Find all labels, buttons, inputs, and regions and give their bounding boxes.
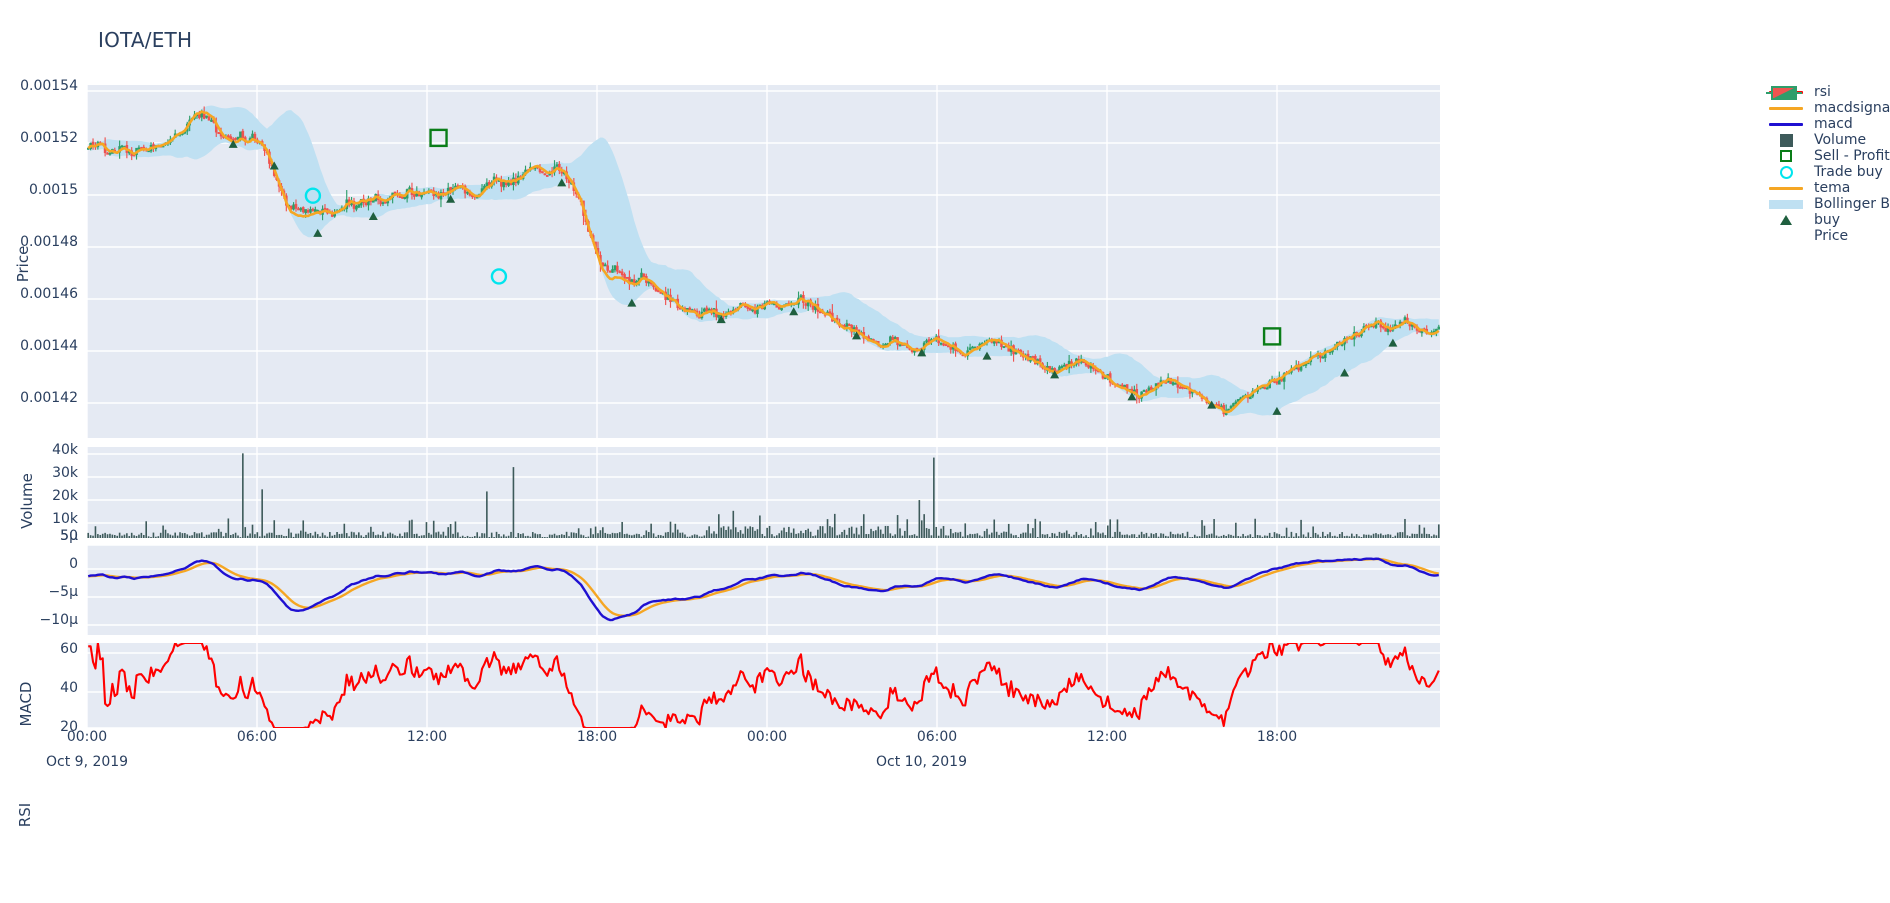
legend-item-price[interactable]: Price <box>1764 86 1890 244</box>
price-tick-5: 0.00144 <box>20 338 78 354</box>
macd-tick-0: 5µ <box>60 528 78 544</box>
legend-label-macd: macd <box>1814 116 1853 132</box>
volume-tick-3: 10k <box>52 511 78 527</box>
x-group-1: Oct 10, 2019 <box>876 754 967 770</box>
macd-tick-2: −5µ <box>48 584 78 600</box>
volume-panel-bg <box>87 447 1440 538</box>
macd-tick-1: 0 <box>69 556 78 572</box>
legend-label-volume: Volume <box>1814 132 1867 148</box>
legend: rsi macdsignal macd Volume Sell - Profit… <box>1764 84 1890 244</box>
legend-item-volume[interactable]: Volume <box>1764 132 1890 148</box>
legend-item-sell-profit[interactable]: Sell - Profit <box>1764 148 1890 164</box>
trade-markers <box>228 128 1398 415</box>
legend-item-macdsignal[interactable]: macdsignal <box>1764 100 1890 116</box>
macd-lines <box>87 557 1439 622</box>
legend-label-sell-profit: Sell - Profit <box>1814 148 1890 164</box>
rsi-tick-0: 60 <box>60 641 78 657</box>
x-tick-6: 12:00 <box>1086 729 1128 745</box>
volume-bars <box>87 453 1440 538</box>
legend-item-buy[interactable]: buy <box>1764 212 1890 228</box>
macd-tick-3: −10µ <box>39 612 78 628</box>
rsi-tick-2: 20 <box>60 719 78 735</box>
legend-label-macdsignal: macdsignal <box>1814 100 1890 116</box>
buy-triangle-icon <box>1764 212 1808 228</box>
x-group-0: Oct 9, 2019 <box>46 754 129 770</box>
volume-tick-1: 30k <box>52 465 78 481</box>
rsi-panel-bg <box>87 643 1440 728</box>
volume-tick-2: 20k <box>52 488 78 504</box>
tema-line-icon <box>1764 180 1808 196</box>
legend-item-macd[interactable]: macd <box>1764 116 1890 132</box>
x-tick-1: 06:00 <box>236 729 278 745</box>
legend-item-trade-buy[interactable]: Trade buy <box>1764 164 1890 180</box>
price-tick-4: 0.00146 <box>20 286 78 302</box>
price-tick-2: 0.0015 <box>29 182 78 198</box>
x-tick-3: 18:00 <box>576 729 618 745</box>
legend-label-bollinger-band: Bollinger Band <box>1814 196 1890 212</box>
x-tick-0: 00:00 <box>66 729 108 745</box>
macd-panel-bg <box>87 545 1440 635</box>
legend-label-rsi: rsi <box>1814 84 1831 100</box>
legend-item-tema[interactable]: tema <box>1764 180 1890 196</box>
x-tick-5: 06:00 <box>916 729 958 745</box>
bollinger-band-swatch-icon <box>1764 196 1808 212</box>
x-tick-4: 00:00 <box>746 729 788 745</box>
legend-label-tema: tema <box>1814 180 1851 196</box>
legend-label-price: Price <box>1814 228 1849 244</box>
price-tick-6: 0.00142 <box>20 390 78 406</box>
macd-line-icon <box>1764 116 1808 132</box>
rsi-line <box>88 643 1440 728</box>
legend-item-bollinger-band[interactable]: Bollinger Band <box>1764 196 1890 212</box>
page-title: IOTA/ETH <box>98 28 193 52</box>
price-candle-icon <box>1764 86 1808 244</box>
x-tick-7: 18:00 <box>1256 729 1298 745</box>
legend-label-trade-buy: Trade buy <box>1814 164 1883 180</box>
price-tick-1: 0.00152 <box>20 130 78 146</box>
rsi-tick-1: 40 <box>60 680 78 696</box>
trade-buy-circle-icon <box>1764 164 1808 180</box>
sell-profit-square-icon <box>1764 148 1808 164</box>
legend-label-buy: buy <box>1814 212 1841 228</box>
volume-square-icon <box>1764 132 1808 148</box>
price-tick-0: 0.00154 <box>20 78 78 94</box>
volume-tick-0: 40k <box>52 442 78 458</box>
price-tick-3: 0.00148 <box>20 234 78 250</box>
x-tick-2: 12:00 <box>406 729 448 745</box>
volume-tick-4: 50 <box>60 528 78 544</box>
macdsignal-line-icon <box>1764 100 1808 116</box>
